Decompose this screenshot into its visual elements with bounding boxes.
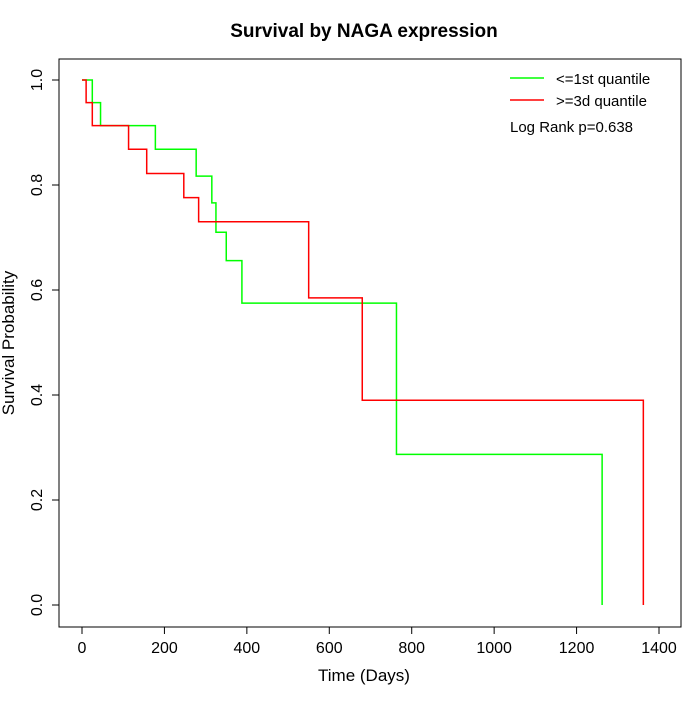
x-tick-label: 1000 <box>476 640 512 657</box>
y-tick-label: 0.2 <box>29 489 46 511</box>
x-tick-label: 800 <box>398 640 425 657</box>
x-tick-label: 1400 <box>641 640 677 657</box>
legend-label-low: <=1st quantile <box>556 71 650 88</box>
x-tick-label: 1200 <box>559 640 595 657</box>
y-tick-label: 0.0 <box>29 594 46 616</box>
legend: <=1st quantile >=3d quantile <box>510 71 650 110</box>
chart-title: Survival by NAGA expression <box>230 21 498 42</box>
x-tick-label: 0 <box>78 640 87 657</box>
x-axis: 0 200 400 600 800 1000 1200 1400 <box>78 626 677 657</box>
y-tick-label: 1.0 <box>29 69 46 91</box>
series-line-low-quantile <box>82 79 603 605</box>
x-tick-label: 200 <box>151 640 178 657</box>
y-tick-label: 0.4 <box>29 384 46 406</box>
x-tick-label: 600 <box>316 640 343 657</box>
y-axis-label: Survival Probability <box>0 270 18 415</box>
y-tick-label: 0.6 <box>29 279 46 301</box>
series-line-high-quantile <box>82 79 645 605</box>
legend-label-high: >=3d quantile <box>556 93 647 110</box>
x-axis-label: Time (Days) <box>318 666 410 685</box>
x-tick-label: 400 <box>234 640 261 657</box>
y-axis: 0.0 0.2 0.4 0.6 0.8 1.0 <box>29 69 60 616</box>
y-tick-label: 0.8 <box>29 174 46 196</box>
log-rank-annotation: Log Rank p=0.638 <box>510 119 633 136</box>
series-layer <box>82 79 645 605</box>
